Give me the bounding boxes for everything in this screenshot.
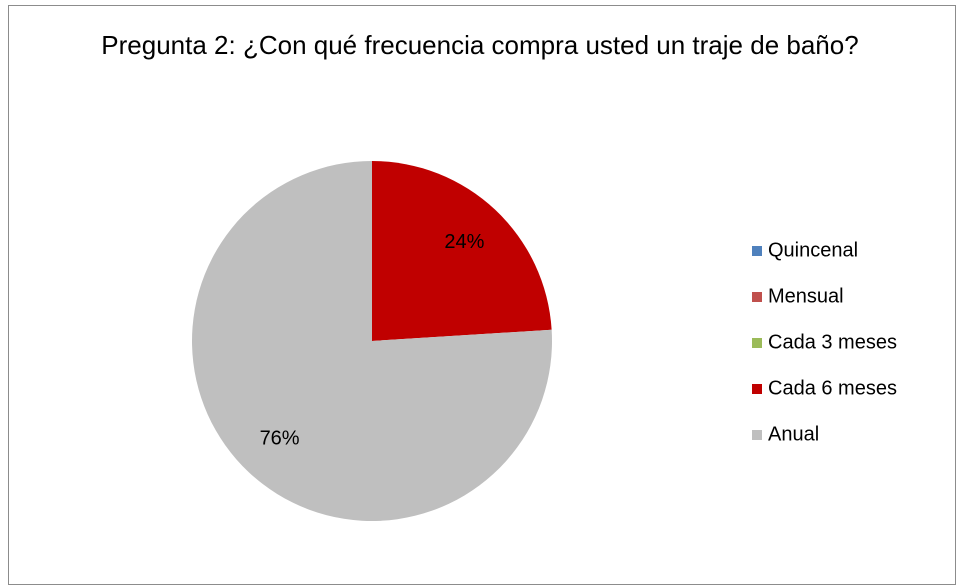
legend-swatch <box>752 430 762 440</box>
legend-label: Anual <box>768 423 819 445</box>
data-label: 24% <box>444 231 484 253</box>
legend-swatch <box>752 292 762 302</box>
legend-label: Quincenal <box>768 239 858 261</box>
chart-title: Pregunta 2: ¿Con qué frecuencia compra u… <box>101 30 859 60</box>
legend-label: Cada 6 meses <box>768 377 897 399</box>
legend-label: Mensual <box>768 285 844 307</box>
pie-slice <box>192 161 552 521</box>
legend-swatch <box>752 246 762 256</box>
legend-swatch <box>752 338 762 348</box>
pie-slice <box>372 161 552 341</box>
legend-swatch <box>752 384 762 394</box>
data-label: 76% <box>260 428 300 450</box>
legend-label: Cada 3 meses <box>768 331 897 353</box>
